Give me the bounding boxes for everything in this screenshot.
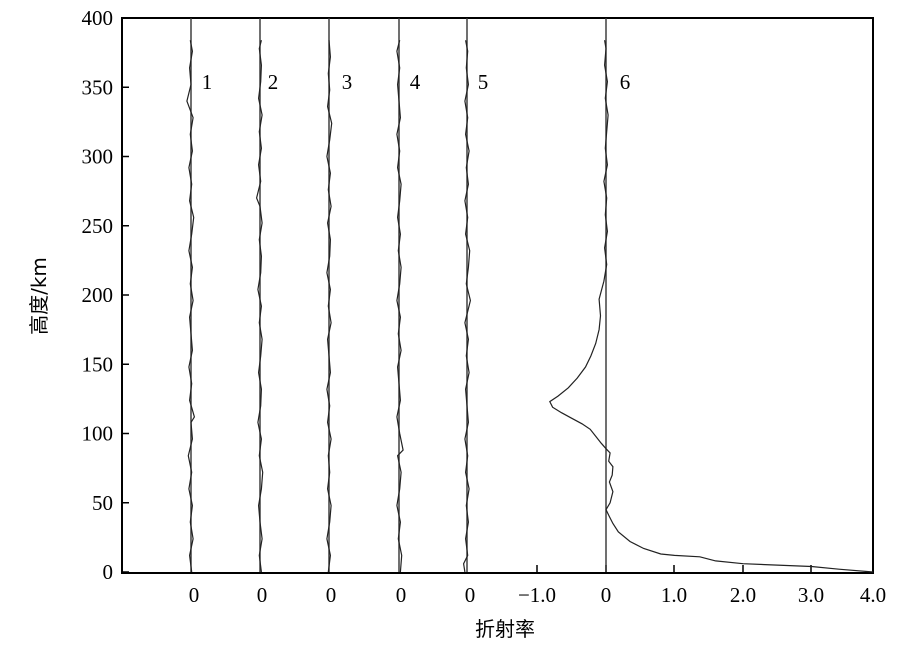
series-label-6: 6	[620, 70, 631, 94]
series-1-line	[186, 40, 196, 573]
y-tick-label: 400	[82, 6, 114, 30]
x-tick-label: 2.0	[730, 583, 756, 607]
x-tick-label: 0	[396, 583, 407, 607]
y-axis-label: 高度/km	[27, 257, 51, 335]
series-5-line	[462, 40, 472, 573]
y-tick-label: 200	[82, 283, 114, 307]
x-tick-label: 0	[257, 583, 268, 607]
series-label-2: 2	[268, 70, 279, 94]
x-tick-label: 0	[326, 583, 337, 607]
x-tick-label: 0	[465, 583, 476, 607]
series-2-line	[255, 40, 264, 573]
series-label-3: 3	[342, 70, 353, 94]
series-4-line	[396, 40, 404, 573]
series-label-4: 4	[410, 70, 421, 94]
series-3-line	[326, 40, 333, 573]
x-tick-label: 3.0	[798, 583, 824, 607]
plot-frame	[121, 17, 874, 574]
x-tick-label: 0	[189, 583, 200, 607]
y-tick-label: 150	[82, 352, 114, 376]
series-label-1: 1	[202, 70, 213, 94]
x-axis-label: 折射率	[475, 617, 535, 641]
series-label-5: 5	[478, 70, 489, 94]
series-6-line	[549, 40, 874, 573]
x-tick-label: 4.0	[860, 583, 886, 607]
x-tick-label: −1.0	[518, 583, 556, 607]
y-tick-label: 0	[103, 560, 114, 584]
y-tick-label: 50	[92, 491, 113, 515]
y-tick-label: 100	[82, 422, 114, 446]
x-tick-label: 1.0	[661, 583, 687, 607]
y-tick-label: 250	[82, 214, 114, 238]
y-tick-label: 350	[82, 75, 114, 99]
y-tick-label: 300	[82, 145, 114, 169]
x-tick-label: 0	[601, 583, 612, 607]
